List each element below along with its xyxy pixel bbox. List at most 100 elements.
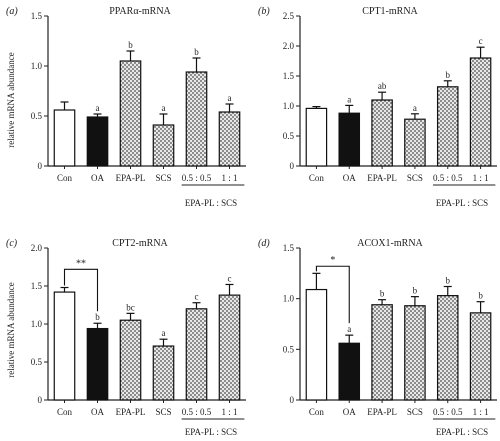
y-tick-label: 1.5 <box>283 71 295 81</box>
category-label: 1 : 1 <box>221 407 237 417</box>
y-tick-label: 1.5 <box>31 11 43 21</box>
y-tick-label: 0.5 <box>283 131 295 141</box>
bar-OA <box>338 342 361 401</box>
category-label: Con <box>57 173 73 183</box>
significance-mark: ** <box>76 258 86 269</box>
bar-EPA-PL <box>371 304 393 401</box>
bar-OA <box>86 116 109 167</box>
significance-letter: b <box>95 312 100 322</box>
y-tick-label: 2.0 <box>31 243 43 253</box>
y-tick-label: 1.0 <box>283 101 295 111</box>
bar-0.5 : 0.5 <box>436 86 459 167</box>
chart-title: ACOX1-mRNA <box>357 238 423 249</box>
panel-label: (b) <box>258 6 270 17</box>
significance-letter: c <box>228 273 232 283</box>
y-tick-label: 1.0 <box>283 294 295 304</box>
chart-title: PPARα-mRNA <box>109 6 171 17</box>
category-label: Con <box>57 407 73 417</box>
category-label: 0.5 : 0.5 <box>433 407 463 417</box>
significance-bracket <box>315 265 350 324</box>
bar-1 : 1 <box>218 294 241 401</box>
category-label: 0.5 : 0.5 <box>182 407 212 417</box>
bar-Con <box>305 288 328 401</box>
significance-bracket <box>63 268 99 312</box>
panel-b: (b) CPT1-mRNA EPA-PL : SCS 0 0.5 1.0 1.5 2.0… <box>258 6 497 208</box>
bar-0.5 : 0.5 <box>185 71 208 167</box>
bar-OA <box>86 327 109 401</box>
category-label: Con <box>309 407 325 417</box>
bar-SCS <box>152 124 175 167</box>
bar-Con <box>53 109 76 167</box>
significance-letter: b <box>413 286 418 296</box>
significance-letter: a <box>228 93 232 103</box>
panel-label: (c) <box>6 238 18 249</box>
significance-letter: ab <box>378 81 387 91</box>
category-label: 0.5 : 0.5 <box>433 173 463 183</box>
y-tick-label: 2.0 <box>283 41 295 51</box>
category-label: OA <box>343 173 356 183</box>
group-label: EPA-PL : SCS <box>185 427 237 437</box>
bar-0.5 : 0.5 <box>436 295 459 401</box>
y-tick-label: 0 <box>38 161 43 171</box>
bar-EPA-PL <box>119 319 142 401</box>
category-label: EPA-PL <box>116 173 146 183</box>
y-tick-label: 0 <box>290 395 295 405</box>
category-label: Con <box>309 173 325 183</box>
significance-letter: a <box>162 103 166 113</box>
chart-title: CPT1-mRNA <box>362 6 418 17</box>
category-label: 1 : 1 <box>473 407 489 417</box>
category-label: 0.5 : 0.5 <box>182 173 212 183</box>
significance-letter: a <box>162 328 166 338</box>
group-label: EPA-PL : SCS <box>436 198 488 208</box>
category-label: OA <box>91 173 104 183</box>
significance-letter: a <box>347 94 351 104</box>
bar-OA <box>338 112 361 167</box>
significance-letter: b <box>446 70 451 80</box>
y-tick-label: 0.5 <box>31 357 43 367</box>
panel-marks: 0 0.5 1.0 1.5 Con a OA b EPA-PL a SCS b 0.5 : 0.5 a 1 … <box>31 11 246 186</box>
significance-letter: a <box>413 103 417 113</box>
panel-marks: 0 0.5 1.0 1.5 2.0 2.5 Con a OA ab EPA-PL a SCS b 0.5 :… <box>283 11 497 186</box>
category-label: EPA-PL <box>367 173 397 183</box>
y-tick-label: 1.0 <box>31 319 43 329</box>
panel-marks: 0 0.5 1.0 1.5 Con a OA b EPA-PL b SCS b 0.5 : 0.5 b 1 … <box>283 243 497 420</box>
category-label: EPA-PL <box>367 407 397 417</box>
y-tick-label: 0.5 <box>283 344 295 354</box>
panel-d: (d) ACOX1-mRNA EPA-PL : SCS 0 0.5 1.0 1.5 Co… <box>258 238 497 437</box>
significance-letter: a <box>347 324 351 334</box>
panel-a: (a) PPARα-mRNA relative mRNA abundance E… <box>6 6 246 208</box>
y-tick-label: 1.5 <box>31 281 43 291</box>
category-label: OA <box>343 407 356 417</box>
category-label: SCS <box>407 173 423 183</box>
bar-SCS <box>404 305 426 401</box>
significance-letter: bc <box>126 302 135 312</box>
panel-marks: 0 0.5 1.0 1.5 2.0 Con b OA bc EPA-PL a SCS c 0.5 : 0.… <box>31 243 246 420</box>
y-tick-label: 0.5 <box>31 111 43 121</box>
bar-Con <box>53 291 76 401</box>
category-label: SCS <box>407 407 423 417</box>
significance-letter: b <box>478 291 483 301</box>
significance-letter: b <box>128 40 133 50</box>
group-label: EPA-PL : SCS <box>436 427 488 437</box>
chart-title: CPT2-mRNA <box>112 238 168 249</box>
category-label: SCS <box>155 407 171 417</box>
category-label: SCS <box>155 173 171 183</box>
category-label: OA <box>91 407 104 417</box>
bar-1 : 1 <box>469 57 492 167</box>
significance-mark: * <box>330 255 335 266</box>
bar-SCS <box>404 118 426 167</box>
bar-SCS <box>152 345 175 401</box>
significance-letter: b <box>446 276 451 286</box>
category-label: 1 : 1 <box>221 173 237 183</box>
bar-1 : 1 <box>218 111 241 167</box>
y-axis-label: relative mRNA abundance <box>6 52 16 147</box>
bar-EPA-PL <box>371 99 393 167</box>
category-label: 1 : 1 <box>473 173 489 183</box>
y-tick-label: 1.5 <box>283 243 295 253</box>
bar-1 : 1 <box>469 312 492 401</box>
bar-0.5 : 0.5 <box>185 308 208 401</box>
y-tick-label: 2.5 <box>283 11 295 21</box>
panel-label: (d) <box>258 238 270 249</box>
significance-letter: b <box>194 47 199 57</box>
